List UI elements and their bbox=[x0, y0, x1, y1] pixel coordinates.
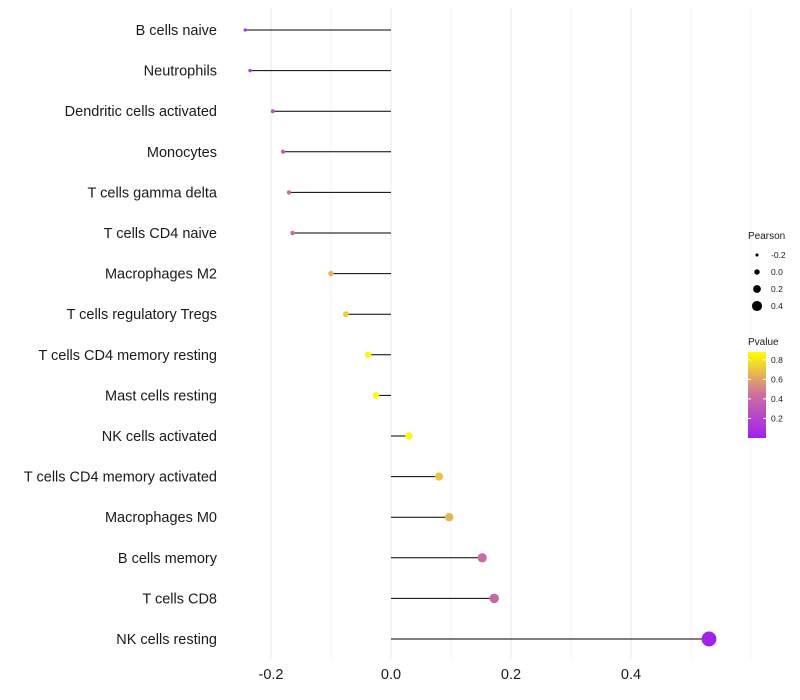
x-tick-label: 0.4 bbox=[621, 667, 641, 683]
data-point bbox=[328, 270, 334, 277]
data-point bbox=[434, 472, 444, 481]
color-legend-label: 0.6 bbox=[771, 374, 783, 384]
x-axis-ticks: -0.2 0.0 0.2 0.4 bbox=[259, 667, 642, 683]
category-label: T cells CD4 naive bbox=[104, 226, 217, 242]
size-legend-label: 0.4 bbox=[771, 301, 783, 311]
grid-lines bbox=[270, 8, 752, 660]
lollipop-stems bbox=[245, 29, 709, 640]
size-legend-dot bbox=[753, 285, 761, 293]
category-label: T cells CD4 memory activated bbox=[24, 470, 217, 486]
color-legend-title: Pvalue bbox=[748, 337, 779, 348]
x-tick-label: 0.2 bbox=[501, 667, 521, 683]
color-legend-label: 0.2 bbox=[771, 413, 783, 423]
data-point bbox=[248, 68, 252, 73]
data-point bbox=[280, 149, 286, 154]
data-point bbox=[489, 593, 499, 604]
data-point bbox=[372, 392, 380, 399]
data-point bbox=[444, 512, 454, 522]
size-legend-dot bbox=[754, 269, 760, 275]
pvalue-colorbar bbox=[748, 352, 766, 438]
category-label: NK cells activated bbox=[102, 429, 217, 445]
size-legend-dot bbox=[755, 253, 759, 257]
category-label: T cells CD4 memory resting bbox=[38, 348, 217, 364]
color-legend-label: 0.8 bbox=[771, 355, 783, 365]
size-legend-label: 0.2 bbox=[771, 284, 783, 294]
category-label: Mast cells resting bbox=[105, 388, 217, 404]
category-label: NK cells resting bbox=[116, 632, 217, 648]
category-label: T cells regulatory Tregs bbox=[67, 307, 217, 323]
size-legend-label: 0.0 bbox=[771, 267, 783, 277]
data-point bbox=[405, 432, 413, 440]
data-point bbox=[286, 190, 292, 195]
size-legend-dot bbox=[751, 300, 763, 312]
size-legend-title: Pearson bbox=[748, 231, 785, 242]
category-label: Neutrophils bbox=[144, 64, 217, 80]
data-point bbox=[290, 230, 295, 236]
category-label: T cells gamma delta bbox=[88, 185, 218, 201]
data-point bbox=[477, 553, 487, 563]
size-legend-label: -0.2 bbox=[771, 250, 786, 260]
x-tick-label: -0.2 bbox=[259, 667, 284, 683]
data-point bbox=[701, 631, 717, 647]
color-legend-label: 0.4 bbox=[771, 394, 783, 404]
category-label: T cells CD8 bbox=[142, 591, 217, 607]
pearson-size-legend: Pearson -0.2 0.0 0.2 0.4 bbox=[748, 231, 786, 312]
data-point bbox=[365, 351, 372, 358]
category-label: Macrophages M2 bbox=[105, 267, 217, 283]
category-label: Macrophages M0 bbox=[105, 510, 217, 526]
category-label: B cells memory bbox=[118, 551, 218, 567]
category-label: Dendritic cells activated bbox=[65, 104, 217, 120]
category-label: Monocytes bbox=[147, 145, 217, 161]
data-point bbox=[270, 109, 275, 114]
category-label: B cells naive bbox=[136, 23, 217, 39]
data-point bbox=[243, 28, 247, 32]
y-axis-labels: B cells naive Neutrophils Dendritic cells … bbox=[24, 23, 218, 648]
pvalue-color-legend: Pvalue 0.2 0.4 0.6 0.8 bbox=[748, 337, 783, 438]
data-point bbox=[343, 311, 349, 318]
x-tick-label: 0.0 bbox=[381, 667, 401, 683]
lollipop-points bbox=[243, 28, 717, 647]
